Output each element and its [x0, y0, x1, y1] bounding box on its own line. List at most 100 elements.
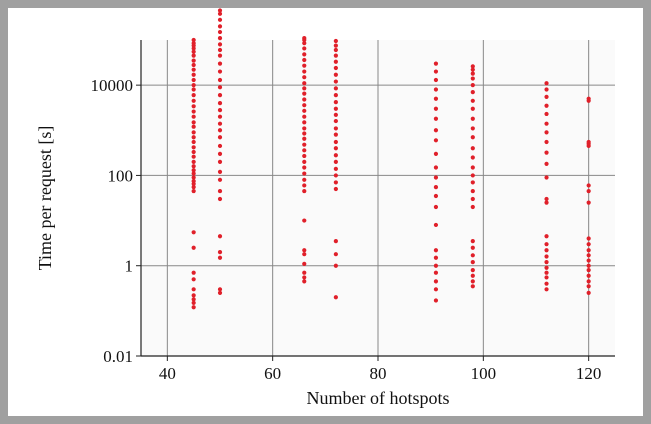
data-point: [217, 85, 223, 90]
data-point: [191, 77, 196, 83]
data-point: [544, 121, 549, 126]
y-tick-label: 0.01: [103, 347, 133, 366]
data-point: [217, 114, 223, 119]
data-point: [191, 154, 196, 159]
data-point: [191, 145, 196, 150]
data-point: [302, 46, 307, 51]
data-point: [302, 75, 307, 80]
data-point: [191, 139, 196, 145]
data-point: [191, 185, 196, 190]
data-point: [217, 29, 223, 35]
data-point: [217, 36, 223, 41]
data-point: [544, 130, 549, 135]
data-point: [544, 94, 549, 99]
data-point: [333, 159, 338, 164]
x-tick-label: 80: [370, 364, 387, 383]
data-point: [333, 132, 338, 137]
data-point: [333, 252, 338, 257]
data-point: [433, 248, 439, 253]
data-point: [470, 106, 475, 111]
y-tick-label: 1: [125, 257, 134, 276]
data-point: [302, 103, 307, 108]
data-point: [433, 106, 439, 111]
data-point: [470, 76, 475, 81]
data-point: [586, 139, 591, 145]
data-point: [433, 77, 439, 83]
data-point: [191, 287, 196, 292]
data-point: [470, 90, 475, 95]
data-point: [191, 171, 196, 176]
data-point: [544, 161, 549, 167]
data-point: [302, 188, 307, 194]
data-point: [302, 97, 307, 102]
data-point: [544, 150, 549, 155]
data-point: [217, 290, 223, 295]
data-point: [302, 252, 307, 257]
data-point: [470, 204, 475, 210]
data-point: [333, 295, 338, 300]
x-tick-label: 100: [471, 364, 497, 383]
data-point: [470, 135, 475, 140]
data-point: [333, 166, 338, 171]
data-point: [302, 171, 307, 176]
data-point: [470, 180, 475, 185]
data-point: [544, 270, 549, 275]
data-point: [544, 103, 549, 108]
data-point: [302, 57, 307, 63]
data-point: [217, 42, 223, 47]
data-point: [217, 287, 223, 292]
data-point: [544, 139, 549, 145]
data-point: [302, 136, 307, 141]
scatter-chart: 40 60 80 100 120 0.01 1 100 10000 Number of hot…: [35, 8, 615, 408]
data-point: [586, 284, 591, 289]
data-point: [470, 71, 475, 76]
data-point: [333, 139, 338, 145]
data-point: [433, 69, 439, 74]
data-point: [191, 114, 196, 119]
data-point: [333, 43, 338, 48]
data-point: [191, 300, 196, 306]
data-point: [191, 109, 196, 114]
data-point: [302, 36, 307, 41]
data-point: [191, 230, 196, 235]
data-point: [302, 279, 307, 284]
data-point: [191, 93, 196, 98]
data-point: [191, 159, 196, 164]
data-point: [191, 175, 196, 180]
data-point: [302, 275, 307, 280]
data-point: [217, 169, 223, 174]
data-point: [470, 83, 475, 88]
data-point: [191, 270, 196, 275]
data-point: [470, 64, 475, 69]
data-point: [333, 86, 338, 91]
data-point: [433, 222, 439, 228]
data-point: [433, 138, 439, 143]
data-point: [333, 126, 338, 131]
data-point: [544, 248, 549, 253]
data-points: [191, 8, 591, 310]
data-point: [586, 258, 591, 263]
data-point: [217, 8, 223, 13]
data-point: [191, 62, 196, 68]
data-point: [302, 52, 307, 57]
data-point: [433, 175, 439, 180]
data-point: [302, 148, 307, 153]
data-point: [191, 120, 196, 125]
data-point: [302, 69, 307, 74]
y-axis-ticks: 0.01 1 100 10000: [91, 76, 141, 366]
data-point: [333, 93, 338, 98]
data-point: [191, 87, 196, 92]
data-point: [586, 200, 591, 205]
data-point: [217, 17, 223, 22]
data-point: [433, 185, 439, 190]
data-point: [302, 41, 307, 46]
data-point: [302, 142, 307, 147]
data-point: [302, 63, 307, 68]
data-point: [544, 281, 549, 286]
data-point: [333, 38, 338, 44]
data-point: [191, 124, 196, 129]
data-point: [217, 107, 223, 113]
chart-frame: 40 60 80 100 120 0.01 1 100 10000 Number of hot…: [8, 8, 643, 416]
data-point: [191, 164, 196, 169]
data-point: [470, 146, 475, 151]
